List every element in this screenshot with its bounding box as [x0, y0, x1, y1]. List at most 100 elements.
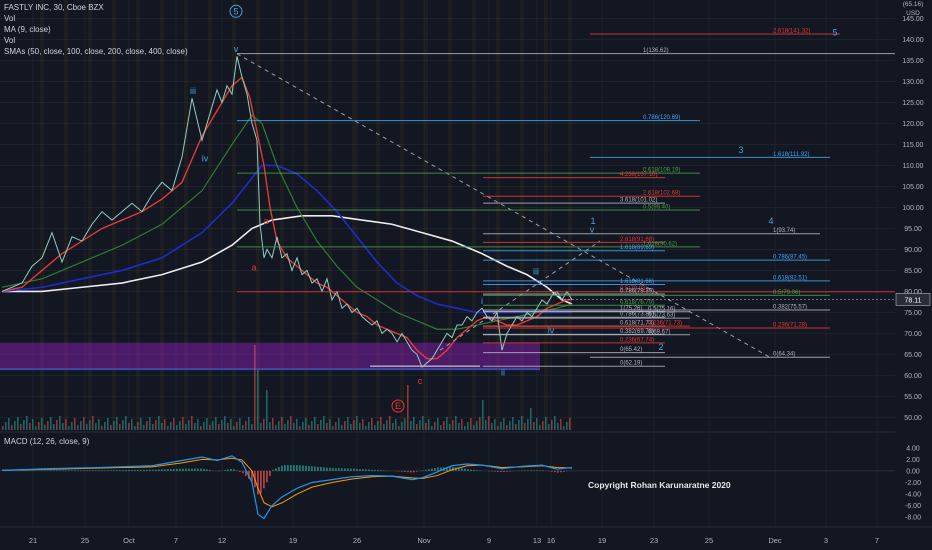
volume-bar: [245, 421, 247, 430]
macd-histogram-bar: [398, 470, 400, 472]
macd-histogram-bar: [362, 469, 364, 471]
macd-histogram-bar: [332, 468, 334, 471]
volume-bar: [236, 422, 238, 430]
volume-bar: [47, 421, 49, 430]
volume-bar: [149, 417, 151, 430]
volume-bar: [32, 419, 34, 430]
volume-bar: [161, 423, 163, 430]
macd-histogram-bar: [242, 470, 244, 474]
macd-histogram-bar: [476, 470, 478, 471]
wave-label: iv: [202, 153, 209, 163]
volume-bar: [560, 419, 562, 430]
wave-label: iii: [190, 86, 196, 96]
volume-bar: [548, 424, 550, 430]
macd-histogram-bar: [299, 465, 301, 471]
volume-bar: [431, 426, 433, 430]
volume-bar: [227, 423, 229, 430]
macd-histogram-bar: [305, 465, 307, 471]
volume-bar: [2, 426, 4, 430]
volume-bar: [386, 420, 388, 430]
volume-bar: [380, 417, 382, 430]
volume-bar: [551, 420, 553, 430]
time-tick: Dec: [768, 536, 782, 545]
macd-histogram-bar: [128, 470, 130, 471]
volume-bar: [383, 424, 385, 430]
volume-bar: [26, 416, 28, 430]
volume-bar: [83, 417, 85, 430]
session-band: [328, 0, 332, 430]
volume-bar: [218, 424, 220, 430]
volume-bar: [239, 418, 241, 430]
wave-label: iv: [548, 325, 555, 335]
fib-label: 2.618(141.32): [773, 28, 810, 34]
price-axis[interactable]: (65.16)USD145.00140.00135.00130.00125.00…: [560, 0, 932, 550]
macd-histogram-bar: [326, 467, 328, 471]
volume-bar: [272, 418, 274, 430]
volume-bar: [230, 419, 232, 430]
indicator-smas[interactable]: SMAs (50, close, 100, close, 200, close,…: [4, 47, 188, 56]
macd-histogram-bar: [407, 470, 409, 473]
macd-tick: 4.00: [906, 445, 920, 452]
wave-label: 3: [738, 145, 743, 155]
price-tick: 135.00: [902, 58, 924, 65]
indicator-ma9[interactable]: MA (9, close): [4, 25, 51, 34]
volume-bar: [527, 419, 529, 430]
macd-tick: -2.00: [905, 480, 921, 487]
volume-bar: [566, 422, 568, 430]
session-band: [496, 0, 500, 430]
macd-histogram-bar: [359, 469, 361, 471]
volume-bar: [167, 426, 169, 430]
macd-histogram-bar: [56, 470, 58, 471]
macd-histogram-bar: [101, 470, 103, 471]
macd-histogram-bar: [143, 469, 145, 471]
volume-bar: [299, 426, 301, 430]
volume-bar: [77, 425, 79, 430]
volume-bar: [50, 417, 52, 430]
macd-label[interactable]: MACD (12, 26, close, 9): [4, 437, 90, 446]
time-tick: 21: [29, 536, 37, 545]
fib-levels: 2.618(141.32) 1(136.62) 0.786(120.69) 1.618…: [237, 28, 895, 367]
macd-histogram-bar: [302, 465, 304, 471]
fib-label: 0.786(79.39): [620, 288, 654, 294]
macd-histogram-bar: [323, 467, 325, 471]
volume-bar: [188, 420, 190, 430]
wave-label: c: [418, 376, 423, 386]
macd-histogram-bar: [371, 469, 373, 471]
volume-bar: [323, 416, 325, 430]
volume-bar: [269, 422, 271, 430]
macd-histogram-bar: [122, 470, 124, 471]
macd-histogram-bar: [347, 468, 349, 471]
macd-histogram-bar: [314, 466, 316, 471]
grid-lines: [0, 0, 895, 527]
time-tick: 25: [81, 536, 89, 545]
volume-bar: [314, 417, 316, 430]
fib-label: 0(64.34): [773, 352, 795, 358]
volume-bar: [155, 420, 157, 430]
price-tick: 140.00: [902, 37, 924, 44]
macd-histogram-bar: [434, 468, 436, 471]
macd-histogram-bar: [422, 470, 424, 471]
volume-bar: [242, 425, 244, 430]
price-tick: 100.00: [902, 205, 924, 212]
volume-bar: [11, 425, 13, 430]
macd-histogram-bar: [65, 470, 67, 471]
volume-bar: [434, 422, 436, 430]
macd-histogram-bar: [185, 468, 187, 471]
session-band: [40, 0, 44, 430]
volume-bar: [368, 422, 370, 430]
volume-bar: [398, 426, 400, 430]
macd-histogram-bar: [53, 470, 55, 471]
indicator-vol-2[interactable]: Vol: [4, 36, 16, 45]
fib-label: 0.5(73.63): [648, 313, 675, 319]
volume-bar: [509, 421, 511, 430]
volume-bar: [89, 420, 91, 430]
volume-bar: [125, 416, 127, 430]
fib-label: 0.618(76.70): [620, 300, 654, 306]
volume-bar: [341, 425, 343, 430]
macd-histogram-bar: [509, 470, 511, 472]
indicator-vol[interactable]: Vol: [4, 14, 16, 23]
macd-histogram-bar: [173, 468, 175, 471]
time-axis[interactable]: 21 25 Oct 7 12 19 26 Nov 9 13 16 19 23 25 Dec 3 7: [0, 526, 932, 545]
volume-bar: [473, 425, 475, 430]
